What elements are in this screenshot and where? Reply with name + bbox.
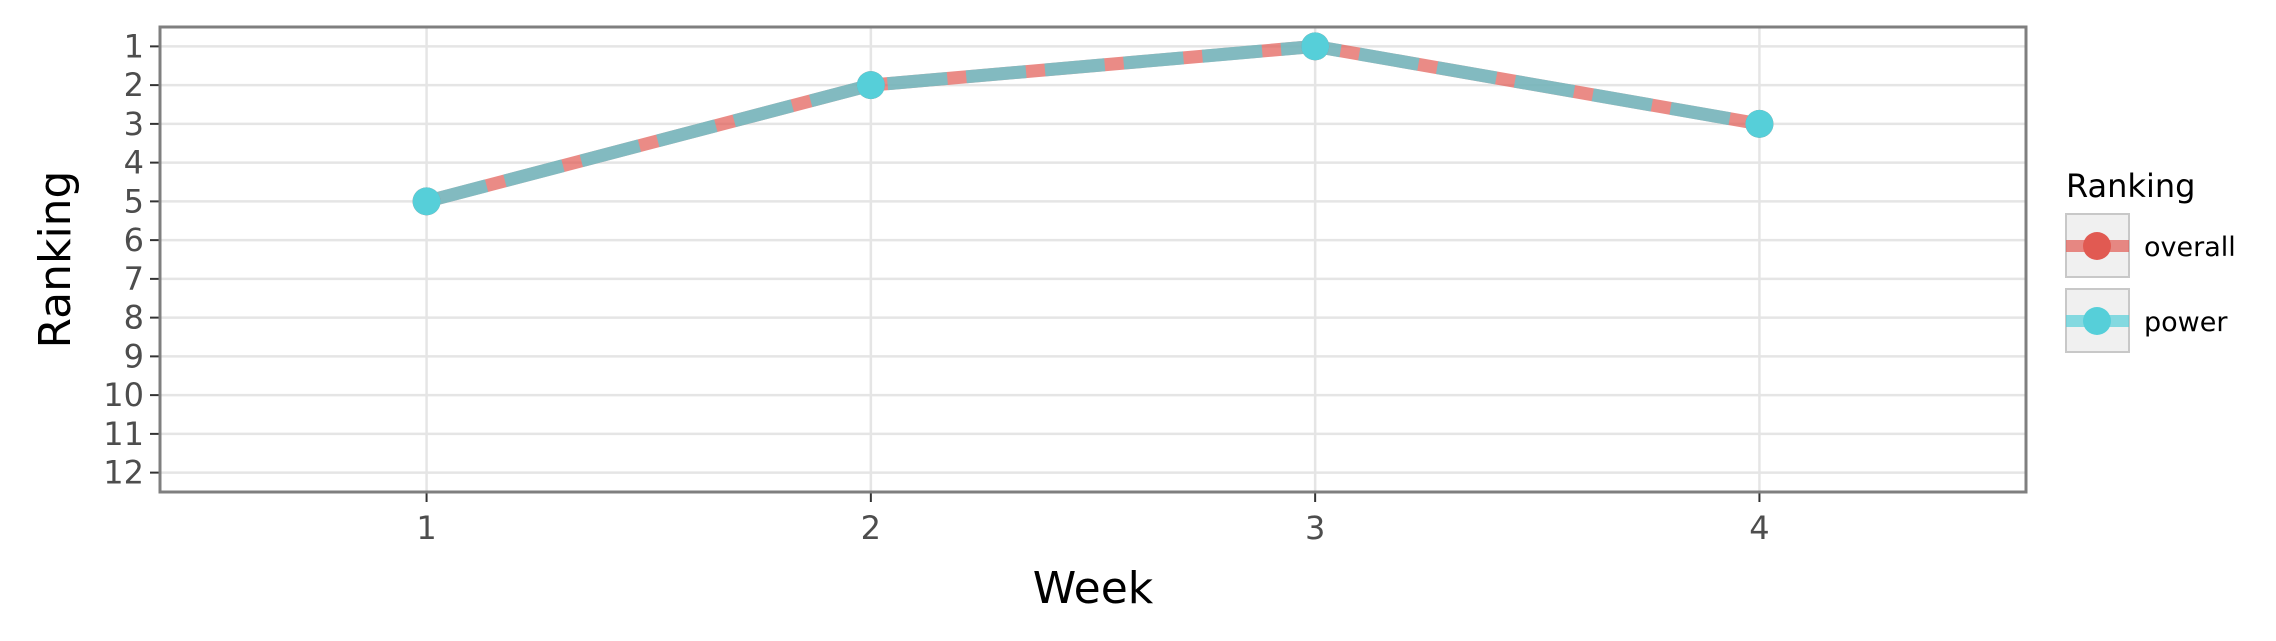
y-tick-label: 11: [103, 415, 144, 453]
y-tick-label: 6: [124, 221, 144, 259]
x-tick-label: 1: [416, 509, 436, 547]
legend: Ranking overall power: [2065, 167, 2236, 353]
legend-key-marker: [2083, 232, 2111, 260]
legend-items: overall power: [2065, 213, 2236, 353]
y-tick-label: 10: [103, 376, 144, 414]
series: [412, 32, 1774, 216]
legend-item-overall: overall: [2065, 213, 2236, 278]
gridlines: [160, 27, 2026, 492]
plot-border: [158, 25, 2028, 494]
series-line-power: [424, 39, 1761, 208]
legend-label: power: [2144, 307, 2228, 338]
y-tick-label: 9: [124, 337, 144, 375]
y-tick-label: 7: [124, 260, 144, 298]
x-tick-label: 4: [1749, 509, 1769, 547]
legend-title: Ranking: [2066, 167, 2195, 205]
data-point-power: [856, 71, 885, 100]
data-point-power: [1745, 109, 1774, 138]
x-tick-label: 2: [861, 509, 881, 547]
x-tick-label: 3: [1305, 509, 1325, 547]
legend-item-power: power: [2065, 288, 2228, 353]
legend-key-marker: [2083, 307, 2111, 335]
y-tick-label: 5: [124, 182, 144, 220]
y-tick-label: 8: [124, 299, 144, 337]
y-tick-label: 3: [124, 105, 144, 143]
legend-label: overall: [2144, 232, 2236, 263]
x-axis-ticks: 1 2 3 4: [416, 492, 1770, 547]
x-axis-title: Week: [1033, 563, 1154, 614]
y-axis-title: Ranking: [30, 171, 81, 349]
y-tick-label: 4: [124, 144, 144, 182]
data-point-power: [1301, 32, 1330, 61]
y-tick-label: 12: [103, 454, 144, 492]
data-point-power: [412, 187, 441, 216]
y-tick-label: 2: [124, 66, 144, 104]
y-tick-label: 1: [124, 27, 144, 65]
